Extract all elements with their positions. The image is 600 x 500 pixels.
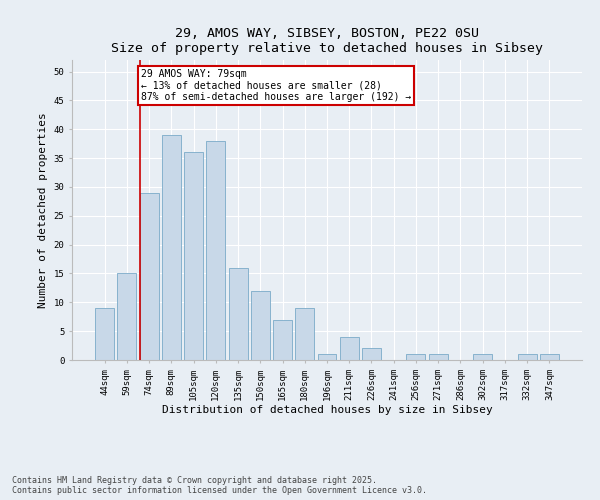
Bar bbox=[518, 354, 536, 360]
Bar bbox=[229, 268, 248, 360]
Bar bbox=[317, 354, 337, 360]
Text: 29 AMOS WAY: 79sqm
← 13% of detached houses are smaller (28)
87% of semi-detache: 29 AMOS WAY: 79sqm ← 13% of detached hou… bbox=[142, 68, 412, 102]
Bar bbox=[273, 320, 292, 360]
Title: 29, AMOS WAY, SIBSEY, BOSTON, PE22 0SU
Size of property relative to detached hou: 29, AMOS WAY, SIBSEY, BOSTON, PE22 0SU S… bbox=[111, 26, 543, 54]
Bar bbox=[184, 152, 203, 360]
Bar bbox=[162, 135, 181, 360]
X-axis label: Distribution of detached houses by size in Sibsey: Distribution of detached houses by size … bbox=[161, 406, 493, 415]
Bar bbox=[340, 337, 359, 360]
Bar bbox=[118, 274, 136, 360]
Bar bbox=[473, 354, 492, 360]
Bar bbox=[540, 354, 559, 360]
Bar bbox=[406, 354, 425, 360]
Bar bbox=[95, 308, 114, 360]
Bar bbox=[206, 141, 225, 360]
Bar bbox=[295, 308, 314, 360]
Bar bbox=[362, 348, 381, 360]
Bar bbox=[140, 192, 158, 360]
Text: Contains HM Land Registry data © Crown copyright and database right 2025.
Contai: Contains HM Land Registry data © Crown c… bbox=[12, 476, 427, 495]
Bar bbox=[429, 354, 448, 360]
Bar bbox=[251, 291, 270, 360]
Y-axis label: Number of detached properties: Number of detached properties bbox=[38, 112, 48, 308]
